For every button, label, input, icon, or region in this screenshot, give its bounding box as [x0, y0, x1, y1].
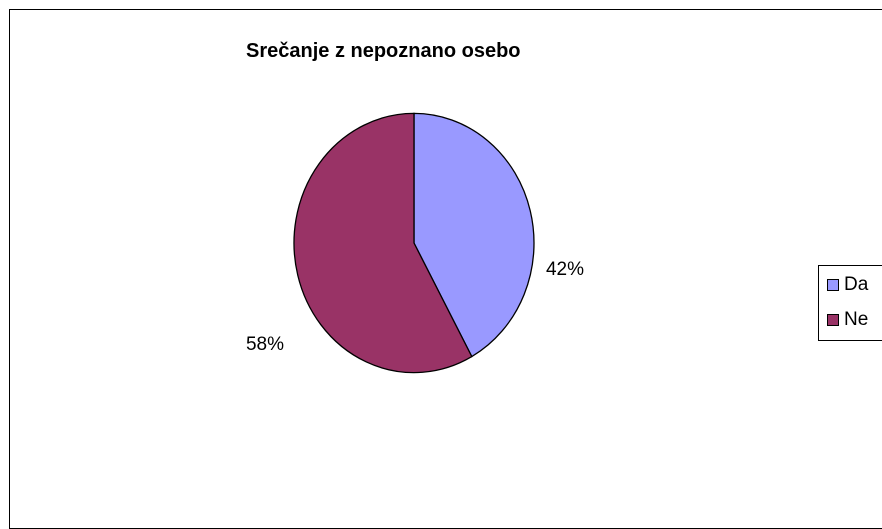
legend-swatch-da [827, 279, 839, 291]
legend-label-da: Da [844, 274, 869, 295]
data-label-ne: 58% [246, 334, 284, 355]
legend-swatch-ne [827, 314, 839, 326]
pie-slice-ne [293, 112, 473, 374]
legend-item-da: Da [827, 274, 868, 296]
chart-title: Srečanje z nepoznano osebo [246, 40, 521, 62]
legend-label-ne: Ne [844, 309, 869, 330]
data-label-da: 42% [546, 259, 584, 280]
legend-item-ne: Ne [827, 309, 868, 331]
pie-data-labels: 42% 58% [246, 259, 584, 355]
pie-slice-da [413, 112, 535, 358]
legend: Da Ne [818, 265, 882, 341]
pie-slices [293, 112, 535, 374]
pie-chart: 42% 58% [246, 112, 584, 374]
